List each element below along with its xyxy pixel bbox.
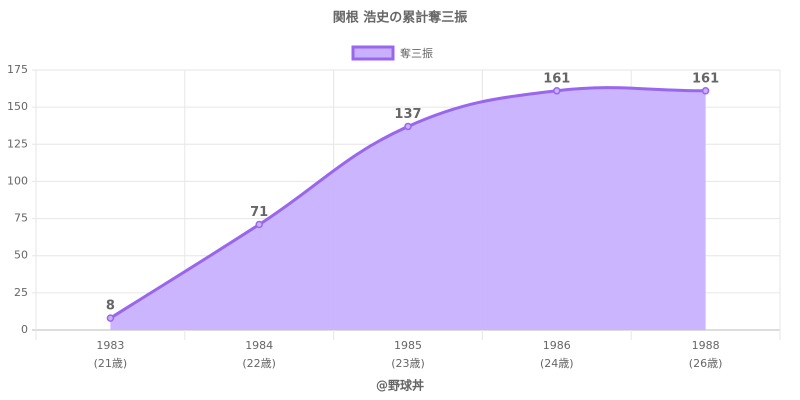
x-tick-sublabel: (21歳): [94, 357, 128, 370]
area: [110, 87, 706, 331]
x-tick-sublabel: (26歳): [689, 357, 723, 370]
y-tick-label: 75: [14, 212, 28, 225]
x-tick-label: 1984: [245, 339, 273, 352]
point: [701, 87, 710, 95]
data-label: 161: [692, 71, 719, 86]
y-tick-label: 175: [7, 63, 28, 76]
x-tick-label: 1983: [96, 339, 124, 352]
y-tick-label: 150: [7, 100, 28, 113]
x-tick-sublabel: (22歳): [242, 357, 276, 370]
data-label: 137: [394, 107, 421, 122]
chart-title: 関根 浩史の累計奪三振: [333, 10, 468, 26]
x-tick-label: 1988: [692, 339, 720, 352]
x-tick-label: 1986: [543, 339, 571, 352]
legend-swatch: [351, 45, 395, 61]
x-tick-sublabel: (24歳): [540, 357, 574, 370]
data-label: 161: [543, 71, 570, 86]
point: [553, 87, 561, 95]
y-tick-label: 0: [21, 323, 28, 336]
y-tick-label: 100: [7, 174, 28, 187]
x-tick-sublabel: (23歳): [391, 357, 425, 370]
y-tick-label: 25: [14, 286, 28, 299]
x-tick-label: 1985: [394, 339, 422, 352]
point: [106, 314, 115, 322]
y-tick-label: 125: [7, 137, 28, 150]
point: [255, 220, 263, 229]
y-tick-label: 50: [14, 249, 28, 262]
data-label: 8: [106, 299, 115, 314]
legend-label: 奪三振: [400, 46, 433, 60]
x-axis-title: @野球丼: [376, 378, 424, 393]
data-label: 71: [250, 205, 268, 220]
point: [404, 122, 412, 131]
